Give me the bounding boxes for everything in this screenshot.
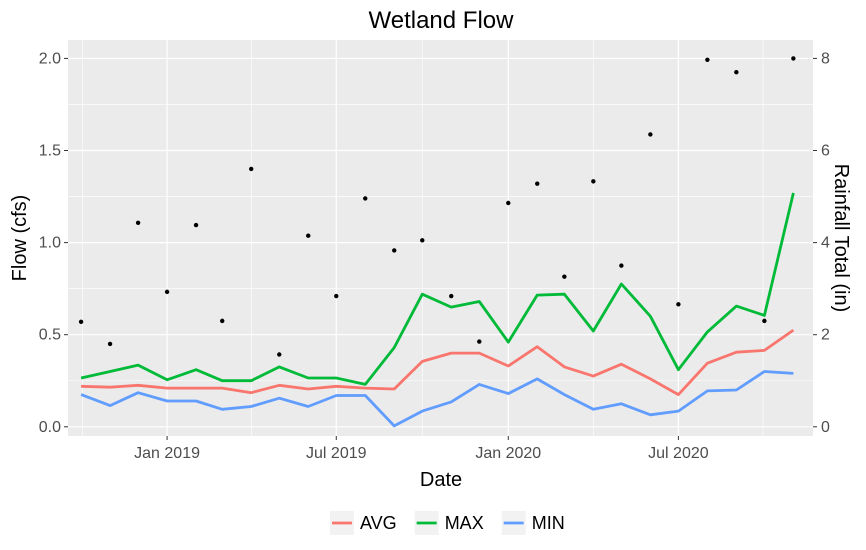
rainfall-point-21 <box>676 302 681 307</box>
grid-minor <box>68 40 813 436</box>
series-lines <box>80 192 795 428</box>
legend-label-max: MAX <box>445 513 484 533</box>
rainfall-point-19 <box>619 263 624 268</box>
rainfall-point-2 <box>135 220 141 226</box>
x-tick-label-0: Jan 2019 <box>134 445 200 462</box>
y-tick-label-0: 0.0 <box>39 419 61 436</box>
x-tick-label-2: Jan 2020 <box>475 445 541 462</box>
rainfall-point-23 <box>734 70 739 75</box>
x-axis: Jan 2019 Jul 2019 Jan 2020 Jul 2020 <box>134 436 709 462</box>
y2-tick-label-4: 8 <box>821 50 830 67</box>
y-axis-right: 0 2 4 6 8 <box>813 50 830 436</box>
y-axis-left: 0.0 0.5 1.0 1.5 2.0 <box>39 50 68 436</box>
rainfall-point-15 <box>506 200 511 206</box>
rainfall-point-7 <box>277 352 282 357</box>
series-line-avg <box>81 328 795 397</box>
rainfall-point-14 <box>477 339 482 344</box>
y2-axis-title: Rainfall Total (in) <box>830 164 852 313</box>
rainfall-point-3 <box>164 289 170 295</box>
y-tick-label-2: 1.0 <box>39 235 61 252</box>
series-line-max <box>80 192 795 386</box>
rainfall-point-16 <box>535 181 540 186</box>
legend-label-min: MIN <box>532 513 565 533</box>
rainfall-point-12 <box>420 238 425 243</box>
rainfall-point-9 <box>334 293 339 299</box>
chart-title: Wetland Flow <box>369 7 515 34</box>
y2-tick-label-3: 6 <box>821 143 830 160</box>
legend: AVG MAX MIN <box>330 511 565 535</box>
rainfall-points <box>78 56 796 357</box>
y-tick-label-4: 2.0 <box>39 50 61 67</box>
x-tick-label-1: Jul 2019 <box>306 445 367 462</box>
y2-tick-label-1: 2 <box>821 327 830 344</box>
grid-major <box>68 40 813 436</box>
rainfall-point-0 <box>78 319 84 325</box>
rainfall-point-18 <box>591 179 596 184</box>
y-tick-label-1: 0.5 <box>39 327 61 344</box>
x-axis-title: Date <box>420 469 462 491</box>
rainfall-point-25 <box>791 56 796 61</box>
rainfall-point-13 <box>449 293 454 299</box>
x-tick-label-3: Jul 2020 <box>648 445 709 462</box>
legend-label-avg: AVG <box>360 513 397 533</box>
rainfall-point-20 <box>648 132 653 137</box>
rainfall-point-17 <box>562 274 567 279</box>
y-axis-title: Flow (cfs) <box>9 195 31 282</box>
rainfall-point-8 <box>306 233 311 238</box>
y2-tick-label-0: 0 <box>821 419 830 436</box>
rainfall-point-24 <box>762 318 767 324</box>
rainfall-point-11 <box>392 248 397 253</box>
rainfall-point-4 <box>193 222 199 228</box>
rainfall-point-1 <box>107 341 113 347</box>
rainfall-point-5 <box>220 318 225 324</box>
rainfall-point-10 <box>363 196 368 201</box>
series-line-min <box>80 370 794 428</box>
rainfall-point-6 <box>249 166 254 172</box>
y-tick-label-3: 1.5 <box>39 143 61 160</box>
y2-tick-label-2: 4 <box>821 235 830 252</box>
rainfall-point-22 <box>705 57 710 62</box>
